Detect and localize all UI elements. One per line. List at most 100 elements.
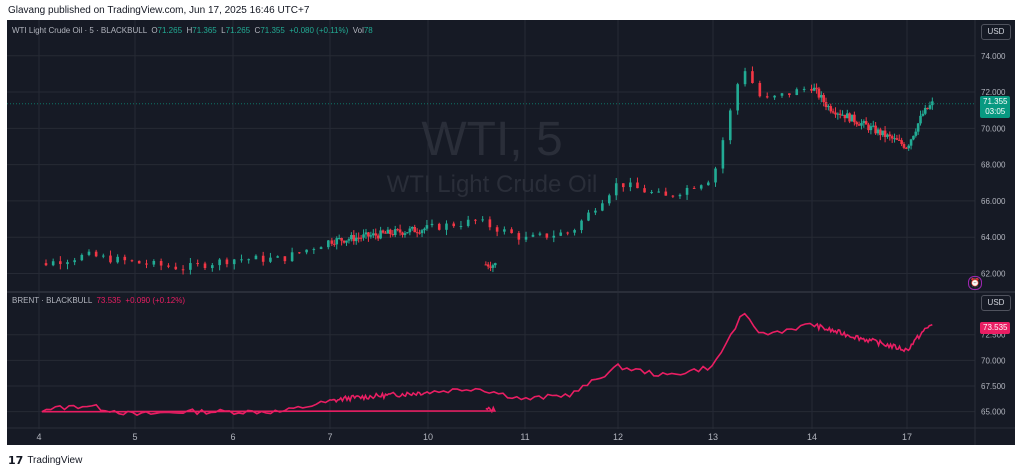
wti-volume-value: 78 <box>363 26 373 35</box>
wti-candle-body <box>503 229 506 232</box>
wti-open-label: O <box>151 26 158 35</box>
wti-candle-body <box>895 138 899 140</box>
wti-candle-body <box>857 124 861 126</box>
wti-candle-body <box>714 168 717 183</box>
brent-currency-button[interactable]: USD <box>981 295 1011 311</box>
wti-candle-body <box>531 234 535 237</box>
wti-y-tick-label: 74.000 <box>981 52 1006 61</box>
wti-candle-body <box>420 230 424 234</box>
wti-candle-body <box>900 140 903 145</box>
wti-countdown: 03:05 <box>985 107 1006 116</box>
wti-candle-body <box>897 139 901 141</box>
wti-candle-body <box>145 263 148 265</box>
wti-candle-body <box>855 122 859 125</box>
wti-candle-body <box>802 88 806 90</box>
wti-candle-body <box>59 261 62 265</box>
wti-candle-body <box>174 266 178 270</box>
brent-legend[interactable]: BRENT · BLACKBULL 73.535 +0.090 (+0.12%) <box>12 296 185 305</box>
brent-price: 73.535 <box>96 296 121 305</box>
wti-open-value: 71.265 <box>157 26 183 35</box>
wti-candle-body <box>489 266 492 268</box>
wti-candle-body <box>269 257 272 262</box>
wti-candle-body <box>340 238 343 241</box>
wti-candle-body <box>829 106 833 112</box>
wti-candle-body <box>928 105 932 109</box>
wti-legend[interactable]: WTI Light Crude Oil · 5 · BLACKBULL O71.… <box>12 26 373 35</box>
wti-candle-body <box>181 269 185 271</box>
wti-candle-body <box>357 237 360 239</box>
wti-candle-body <box>815 87 818 89</box>
wti-low-value: 71.265 <box>225 26 251 35</box>
wti-close-value: 71.355 <box>260 26 285 35</box>
wti-candle-body <box>389 229 392 235</box>
wti-candle-body <box>869 126 873 131</box>
wti-candle-body <box>923 107 927 114</box>
wti-candle-body <box>780 93 784 96</box>
wti-candle-body <box>459 225 463 227</box>
wti-candle-body <box>379 230 382 239</box>
wti-candle-body <box>838 113 842 115</box>
wti-candle-body <box>367 232 370 237</box>
wti-candle-body <box>359 237 363 239</box>
x-tick-label: 10 <box>423 432 433 442</box>
wti-candle-body <box>743 71 747 85</box>
wti-candle-body <box>566 232 569 234</box>
wti-candle-body <box>510 229 513 234</box>
wti-candle-body <box>362 234 365 238</box>
wti-candle-body <box>765 96 769 98</box>
wti-candle-body <box>481 219 484 221</box>
alert-clock-icon[interactable]: ⏰ <box>968 276 982 290</box>
chart-canvas[interactable]: 4 5 6 7 10 11 12 13 14 17 62.000 64.000 66.000 68.000… <box>7 20 1015 445</box>
wti-candle-body <box>926 107 929 109</box>
wti-candle-body <box>721 140 725 169</box>
wti-candle-body <box>240 259 243 261</box>
wti-volume-label: Vol <box>352 26 364 35</box>
wti-candle-body <box>384 232 387 234</box>
wti-candle-body <box>678 194 682 197</box>
wti-candle-body <box>916 123 920 132</box>
wti-candle-body <box>102 255 105 257</box>
wti-candle-body <box>203 263 207 269</box>
wti-candle-body <box>44 263 48 266</box>
brent-y-tick-label: 70.000 <box>981 356 1006 365</box>
brent-symbol-name[interactable]: BRENT · BLACKBULL <box>12 296 93 305</box>
wti-candle-body <box>396 229 399 231</box>
wti-candle-body <box>418 232 421 234</box>
wti-candle-body <box>773 95 776 98</box>
wti-candle-body <box>594 210 597 213</box>
wti-candle-body <box>406 232 409 234</box>
wti-candle-body <box>824 102 828 107</box>
wti-candle-body <box>80 254 84 261</box>
wti-symbol-name[interactable]: WTI Light Crude Oil · 5 · BLACKBULL <box>12 26 147 35</box>
wti-candle-body <box>685 187 689 195</box>
wti-candle-body <box>401 232 404 235</box>
wti-candle-body <box>538 233 542 235</box>
wti-candle-body <box>912 135 915 140</box>
chart-frame[interactable]: 4 5 6 7 10 11 12 13 14 17 62.000 64.000 66.000 68.000… <box>7 20 1015 445</box>
wti-candle-body <box>352 235 356 242</box>
wti-watermark-name: WTI Light Crude Oil <box>387 171 598 198</box>
wti-candle-body <box>843 114 847 119</box>
tradingview-footer[interactable]: 17 TradingView <box>8 454 82 467</box>
wti-candle-body <box>893 138 896 140</box>
wti-candle-body <box>354 237 358 242</box>
wti-candle-body <box>312 249 316 251</box>
wti-candle-body <box>636 182 639 189</box>
wti-candle-body <box>376 235 380 239</box>
wti-candle-body <box>817 88 821 98</box>
wti-candle-body <box>218 259 221 266</box>
wti-candle-body <box>876 129 880 134</box>
wti-candle-body <box>758 83 762 97</box>
wti-candle-body <box>345 240 348 243</box>
wti-candle-body <box>664 191 668 196</box>
x-tick-label: 5 <box>132 432 137 442</box>
wti-candle-body <box>425 225 429 229</box>
wti-candle-body <box>232 259 236 265</box>
wti-candle-body <box>337 238 341 240</box>
wti-candle-body <box>369 235 373 237</box>
wti-candle-body <box>486 264 490 267</box>
wti-candle-body <box>914 131 918 136</box>
wti-currency-button[interactable]: USD <box>981 24 1011 40</box>
wti-candle-body <box>736 84 739 111</box>
wti-candle-body <box>452 223 456 227</box>
